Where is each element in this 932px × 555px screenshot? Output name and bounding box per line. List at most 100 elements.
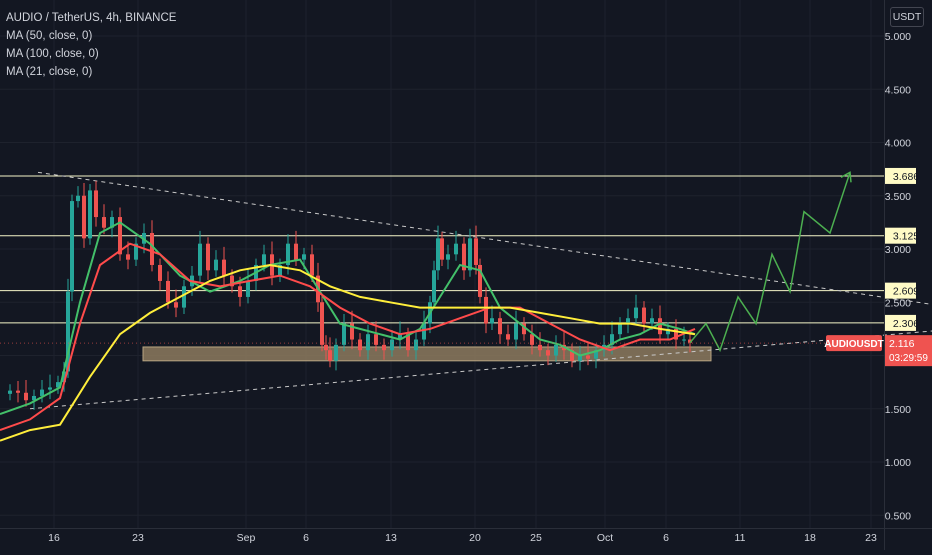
candle-body bbox=[538, 344, 542, 351]
candle-body bbox=[462, 243, 466, 271]
candle-body bbox=[134, 243, 138, 260]
candle-body bbox=[48, 387, 52, 390]
candle-body bbox=[126, 254, 130, 260]
candle-body bbox=[642, 307, 646, 324]
candle-body bbox=[40, 389, 44, 396]
level-label-bg bbox=[885, 282, 916, 299]
candle-body bbox=[94, 190, 98, 218]
time-tick-label: 25 bbox=[530, 532, 542, 544]
symbol-tag-label: AUDIOUSDT bbox=[824, 339, 883, 350]
candle-body bbox=[484, 296, 488, 324]
candle-body bbox=[436, 238, 440, 271]
ma-line[interactable] bbox=[0, 263, 696, 442]
price-tick-label: 3.500 bbox=[885, 191, 911, 203]
candle-body bbox=[286, 243, 290, 265]
time-tick-label: 6 bbox=[303, 532, 309, 544]
candle-body bbox=[440, 238, 444, 260]
candle-body bbox=[594, 350, 598, 359]
candle-body bbox=[514, 323, 518, 340]
ma50-legend[interactable]: MA (50, close, 0) bbox=[6, 30, 93, 42]
time-tick-label: 20 bbox=[469, 532, 481, 544]
candle-body bbox=[82, 195, 86, 239]
candle-body bbox=[506, 334, 510, 340]
candle-body bbox=[320, 302, 324, 345]
candle-body bbox=[158, 264, 162, 281]
ma21-legend[interactable]: MA (21, close, 0) bbox=[6, 66, 93, 78]
trendline[interactable] bbox=[29, 330, 932, 410]
candle-body bbox=[24, 392, 28, 401]
candle-body bbox=[406, 334, 410, 351]
trendline[interactable] bbox=[37, 171, 932, 305]
ma100-legend[interactable]: MA (100, close, 0) bbox=[6, 48, 99, 60]
candle-body bbox=[374, 334, 378, 345]
time-tick-label: 16 bbox=[48, 532, 60, 544]
trendlines bbox=[29, 171, 932, 410]
level-label: 3.125 bbox=[893, 231, 919, 243]
ma-line[interactable] bbox=[0, 221, 696, 416]
support-zone-layer bbox=[142, 346, 712, 362]
candle-body bbox=[342, 323, 346, 345]
candle-body bbox=[334, 344, 338, 361]
time-tick-label: Oct bbox=[597, 532, 613, 544]
candle-body bbox=[634, 307, 638, 319]
candle-body bbox=[110, 217, 114, 228]
candle-body bbox=[246, 280, 250, 297]
candle-body bbox=[626, 318, 630, 324]
price-tick-label: 5.000 bbox=[885, 31, 911, 43]
candle-body bbox=[530, 334, 534, 345]
time-axis: 16 23 Sep 6 13 20 25 Oct 6 11 18 23 bbox=[0, 528, 932, 544]
candle-body bbox=[358, 339, 362, 351]
price-tick-label: 4.500 bbox=[885, 84, 911, 96]
candle-body bbox=[324, 344, 328, 351]
candle-body bbox=[16, 390, 20, 393]
projection-arrowhead bbox=[840, 171, 852, 183]
last-price-tag-bg bbox=[885, 335, 932, 367]
candle-body bbox=[454, 243, 458, 255]
candle-body bbox=[422, 323, 426, 340]
candle-body bbox=[294, 243, 298, 260]
level-label: 3.686 bbox=[893, 171, 919, 183]
last-price-value: 2.116 bbox=[889, 338, 915, 350]
candle-body bbox=[414, 339, 418, 351]
candle-body bbox=[56, 382, 60, 388]
candle-body bbox=[62, 371, 66, 383]
symbol-title[interactable]: AUDIO / TetherUS, 4h, BINANCE bbox=[6, 12, 177, 24]
candle-body bbox=[328, 350, 332, 361]
candle-body bbox=[570, 350, 574, 361]
candle-body bbox=[230, 275, 234, 287]
candle-body bbox=[214, 259, 218, 271]
price-tick-label: 1.500 bbox=[885, 404, 911, 416]
candle-body bbox=[8, 390, 12, 394]
candle-body bbox=[468, 238, 472, 271]
level-label-bg bbox=[885, 227, 916, 244]
level-label: 2.609 bbox=[893, 286, 919, 298]
candle-body bbox=[390, 339, 394, 351]
candle-body bbox=[522, 323, 526, 335]
candle-body bbox=[88, 190, 92, 239]
candle-body bbox=[302, 254, 306, 260]
candle-body bbox=[666, 328, 670, 335]
time-tick-label: 6 bbox=[663, 532, 669, 544]
time-tick-label: Sep bbox=[237, 532, 256, 544]
candle-body bbox=[618, 323, 622, 335]
candle-body bbox=[650, 318, 654, 324]
candle-body bbox=[174, 302, 178, 308]
candle-body bbox=[310, 254, 314, 276]
support-zone[interactable] bbox=[142, 346, 712, 362]
ma-line[interactable] bbox=[0, 242, 696, 432]
candles bbox=[8, 180, 692, 410]
candle-body bbox=[446, 254, 450, 260]
candle-body bbox=[658, 318, 662, 335]
projection-path[interactable] bbox=[689, 172, 851, 353]
level-label-bg bbox=[885, 314, 916, 331]
candle-body bbox=[222, 259, 226, 276]
moving-averages bbox=[0, 221, 696, 442]
currency-unit-button[interactable]: USDT bbox=[890, 7, 924, 27]
price-tick-label: 0.500 bbox=[885, 510, 911, 522]
candle-body bbox=[182, 286, 186, 308]
candle-body bbox=[198, 243, 202, 276]
candle-body bbox=[76, 195, 80, 202]
candle-body bbox=[32, 395, 36, 401]
